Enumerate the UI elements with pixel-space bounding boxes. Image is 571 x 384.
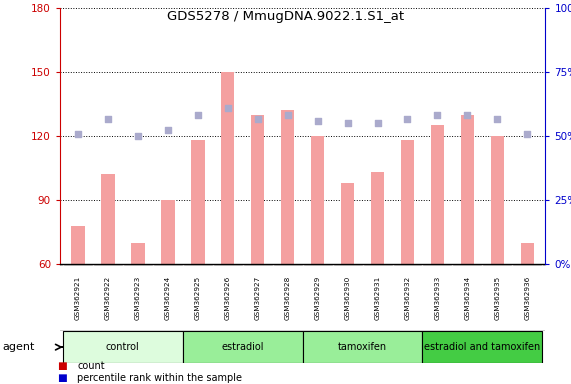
Text: GSM362935: GSM362935: [494, 276, 500, 320]
Text: GSM362924: GSM362924: [165, 276, 171, 320]
Text: GSM362929: GSM362929: [315, 276, 320, 320]
Text: GSM362934: GSM362934: [464, 276, 471, 320]
Text: GSM362930: GSM362930: [344, 276, 351, 320]
Bar: [401, 140, 414, 264]
Bar: [341, 183, 355, 264]
Bar: [191, 140, 204, 264]
Point: [403, 116, 412, 122]
Text: ■: ■: [57, 373, 67, 383]
Text: GSM362933: GSM362933: [435, 276, 440, 320]
Bar: [161, 200, 175, 264]
Bar: [281, 110, 295, 264]
Text: GSM362936: GSM362936: [524, 276, 530, 320]
Point: [373, 120, 382, 126]
Text: control: control: [106, 342, 140, 352]
Text: GSM362925: GSM362925: [195, 276, 201, 320]
Text: count: count: [77, 361, 104, 371]
Bar: [490, 136, 504, 264]
Point: [343, 120, 352, 126]
Text: percentile rank within the sample: percentile rank within the sample: [77, 373, 242, 383]
Point: [283, 111, 292, 118]
Point: [73, 131, 82, 137]
Text: tamoxifen: tamoxifen: [338, 342, 387, 352]
Bar: [71, 226, 85, 264]
Bar: [371, 172, 384, 264]
Text: GSM362928: GSM362928: [285, 276, 291, 320]
Text: GSM362932: GSM362932: [404, 276, 411, 320]
Bar: [423, 331, 542, 363]
Text: agent: agent: [3, 342, 35, 352]
Point: [253, 116, 262, 122]
Point: [463, 111, 472, 118]
Text: GDS5278 / MmugDNA.9022.1.S1_at: GDS5278 / MmugDNA.9022.1.S1_at: [167, 10, 404, 23]
Bar: [251, 114, 264, 264]
Text: GSM362927: GSM362927: [255, 276, 261, 320]
Bar: [183, 331, 303, 363]
Bar: [131, 243, 144, 264]
Bar: [431, 125, 444, 264]
Point: [103, 116, 112, 122]
Text: GSM362926: GSM362926: [225, 276, 231, 320]
Text: ■: ■: [57, 361, 67, 371]
Text: GSM362931: GSM362931: [375, 276, 380, 320]
Bar: [63, 331, 183, 363]
Text: GSM362923: GSM362923: [135, 276, 141, 320]
Point: [163, 126, 172, 132]
Point: [223, 105, 232, 111]
Point: [133, 133, 142, 139]
Text: estradiol and tamoxifen: estradiol and tamoxifen: [424, 342, 541, 352]
Bar: [101, 174, 115, 264]
Point: [313, 118, 322, 124]
Point: [493, 116, 502, 122]
Point: [193, 111, 202, 118]
Point: [433, 111, 442, 118]
Bar: [311, 136, 324, 264]
Bar: [461, 114, 474, 264]
Text: GSM362921: GSM362921: [75, 276, 81, 320]
Text: estradiol: estradiol: [222, 342, 264, 352]
Bar: [303, 331, 423, 363]
Bar: [521, 243, 534, 264]
Text: GSM362922: GSM362922: [105, 276, 111, 320]
Point: [523, 131, 532, 137]
Bar: [221, 72, 235, 264]
